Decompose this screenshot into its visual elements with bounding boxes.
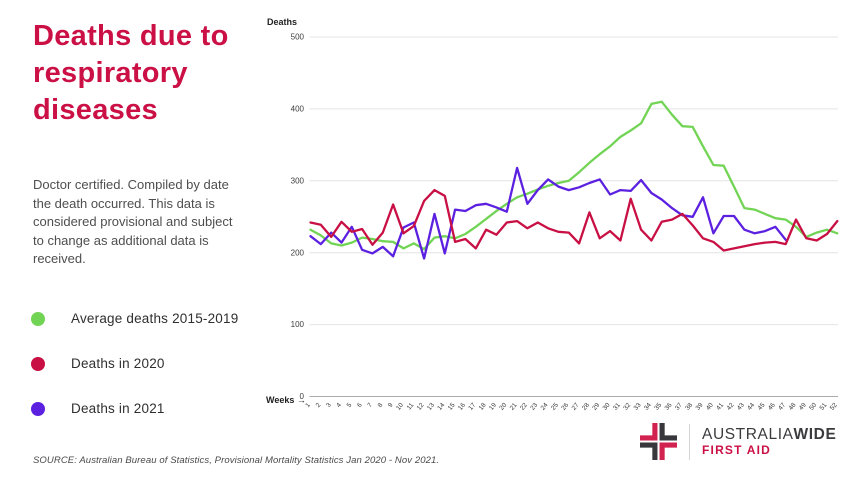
x-tick-label-week-10: 10 xyxy=(395,401,405,411)
x-tick-label-week-39: 39 xyxy=(695,401,705,411)
x-tick-label-week-21: 21 xyxy=(509,401,519,411)
x-tick-label-week-2: 2 xyxy=(315,401,323,409)
x-tick-label-week-37: 37 xyxy=(674,401,684,411)
x-tick-label-week-8: 8 xyxy=(377,401,385,409)
series-line-deaths-in-2020 xyxy=(309,188,839,252)
x-tick-label-week-20: 20 xyxy=(498,401,508,411)
logo-brand-main: AUSTRALIA xyxy=(702,425,794,443)
series-line-deaths-in-2021 xyxy=(309,166,787,260)
x-tick-label-week-12: 12 xyxy=(416,401,426,411)
x-tick-label-week-52: 52 xyxy=(829,401,839,411)
left-panel: Deaths due to respiratory diseases xyxy=(33,18,263,129)
x-tick-label-week-31: 31 xyxy=(612,401,622,411)
page-title: Deaths due to respiratory diseases xyxy=(33,20,229,126)
x-tick-label-week-1: 1 xyxy=(304,401,312,409)
x-tick-label-week-48: 48 xyxy=(788,401,798,411)
x-tick-label-week-5: 5 xyxy=(346,401,354,409)
x-tick-label-week-51: 51 xyxy=(819,401,829,411)
x-axis-title: Weeks → xyxy=(266,395,306,405)
legend-item-deaths-2021: Deaths in 2021 xyxy=(31,399,238,418)
x-tick-label-week-4: 4 xyxy=(335,401,343,409)
source-attribution: SOURCE: Australian Bureau of Statistics,… xyxy=(33,455,440,466)
x-tick-label-week-50: 50 xyxy=(808,401,818,411)
y-tick-label-400: 400 xyxy=(291,105,305,114)
x-tick-label-week-11: 11 xyxy=(406,401,416,411)
x-tick-label-week-28: 28 xyxy=(581,401,591,411)
legend-label: Deaths in 2020 xyxy=(71,356,165,371)
x-tick-label-week-43: 43 xyxy=(736,401,746,411)
x-tick-label-week-6: 6 xyxy=(356,401,364,409)
y-axis-title: Deaths xyxy=(267,17,297,27)
x-tick-label-week-16: 16 xyxy=(457,401,467,411)
x-tick-label-week-49: 49 xyxy=(798,401,808,411)
x-tick-label-week-24: 24 xyxy=(540,401,550,411)
x-tick-label-week-9: 9 xyxy=(387,401,395,409)
x-tick-label-week-46: 46 xyxy=(767,401,777,411)
y-tick-label-0: 0 xyxy=(300,392,305,401)
x-tick-label-week-41: 41 xyxy=(715,401,725,411)
x-tick-label-week-19: 19 xyxy=(488,401,498,411)
x-tick-label-week-22: 22 xyxy=(519,401,529,411)
legend-dot-purple xyxy=(31,401,45,416)
x-tick-label-week-36: 36 xyxy=(664,401,674,411)
x-tick-label-week-47: 47 xyxy=(777,401,787,411)
x-tick-label-week-14: 14 xyxy=(436,401,446,411)
x-tick-label-week-44: 44 xyxy=(746,401,756,411)
legend-item-average-2015-2019: Average deaths 2015-2019 xyxy=(31,309,238,328)
x-tick-label-week-38: 38 xyxy=(684,401,694,411)
y-tick-label-200: 200 xyxy=(291,248,305,257)
x-tick-label-week-18: 18 xyxy=(478,401,488,411)
x-tick-label-week-32: 32 xyxy=(622,401,632,411)
x-tick-label-week-29: 29 xyxy=(591,401,601,411)
series-line-average-deaths-2015-2019 xyxy=(309,100,839,251)
x-tick-label-week-45: 45 xyxy=(757,401,767,411)
x-tick-label-week-15: 15 xyxy=(447,401,457,411)
first-aid-cross-icon xyxy=(640,423,677,460)
x-tick-label-week-13: 13 xyxy=(426,401,436,411)
x-tick-label-week-23: 23 xyxy=(529,401,539,411)
x-tick-label-week-34: 34 xyxy=(643,401,653,411)
logo-brand-bold: WIDE xyxy=(793,425,837,443)
x-tick-label-week-7: 7 xyxy=(366,401,374,409)
x-tick-label-week-42: 42 xyxy=(726,401,736,411)
x-tick-label-week-27: 27 xyxy=(571,401,581,411)
x-tick-label-week-33: 33 xyxy=(633,401,643,411)
brand-logo: AUSTRALIAWIDE FIRST AID xyxy=(640,423,836,460)
x-tick-label-week-26: 26 xyxy=(560,401,570,411)
x-tick-label-week-30: 30 xyxy=(602,401,612,411)
legend-dot-crimson xyxy=(31,356,45,371)
description-text: Doctor certified. Compiled by date the d… xyxy=(33,177,233,266)
legend-dot-green xyxy=(31,311,45,326)
legend-item-deaths-2020: Deaths in 2020 xyxy=(31,354,238,373)
x-tick-label-week-40: 40 xyxy=(705,401,715,411)
x-tick-label-week-3: 3 xyxy=(325,401,333,409)
x-tick-label-week-35: 35 xyxy=(653,401,663,411)
logo-brand-name: AUSTRALIAWIDE xyxy=(702,426,836,443)
y-tick-label-500: 500 xyxy=(291,33,305,42)
logo-brand-sub: FIRST AID xyxy=(702,442,772,457)
x-tick-label-week-25: 25 xyxy=(550,401,560,411)
legend-label: Deaths in 2021 xyxy=(71,401,165,416)
y-tick-label-100: 100 xyxy=(291,320,305,329)
logo-text: AUSTRALIAWIDE FIRST AID xyxy=(702,426,836,458)
logo-divider xyxy=(689,423,690,460)
legend-label: Average deaths 2015-2019 xyxy=(71,311,239,326)
chart-legend: Average deaths 2015-2019 Deaths in 2020 … xyxy=(31,309,238,444)
x-tick-label-week-17: 17 xyxy=(467,401,477,411)
y-tick-label-300: 300 xyxy=(291,176,305,185)
